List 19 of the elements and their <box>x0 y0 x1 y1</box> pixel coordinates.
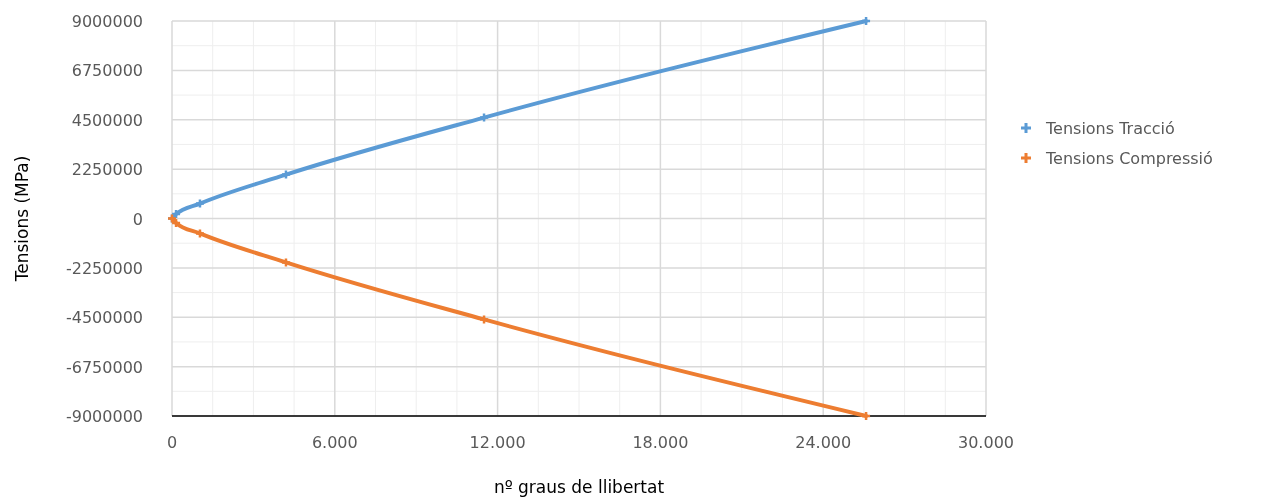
y-axis-title: Tensions (MPa) <box>12 155 32 283</box>
x-axis-title: nº graus de llibertat <box>493 477 665 497</box>
y-tick-label: 0 <box>132 209 143 229</box>
y-tick-label: 9000000 <box>71 12 143 31</box>
y-tick-label: -9000000 <box>65 407 143 426</box>
legend-label: Tensions Compressió <box>1045 149 1213 168</box>
x-tick-label: 24.000 <box>795 433 852 452</box>
y-tick-label: 4500000 <box>71 110 143 130</box>
y-tick-label: -2250000 <box>65 258 143 278</box>
x-tick-label: 0 <box>166 433 178 452</box>
y-tick-label: 2250000 <box>71 160 143 180</box>
x-tick-label: 30.000 <box>958 433 1014 452</box>
y-tick-label: 6750000 <box>71 61 143 81</box>
y-tick-label: -4500000 <box>65 308 143 328</box>
legend-label: Tensions Tracció <box>1045 119 1175 138</box>
x-tick-label: 6.000 <box>311 433 358 452</box>
x-tick-label: 18.000 <box>632 433 689 452</box>
y-tick-label: -6750000 <box>65 357 143 377</box>
x-tick-label: 12.000 <box>469 433 526 452</box>
